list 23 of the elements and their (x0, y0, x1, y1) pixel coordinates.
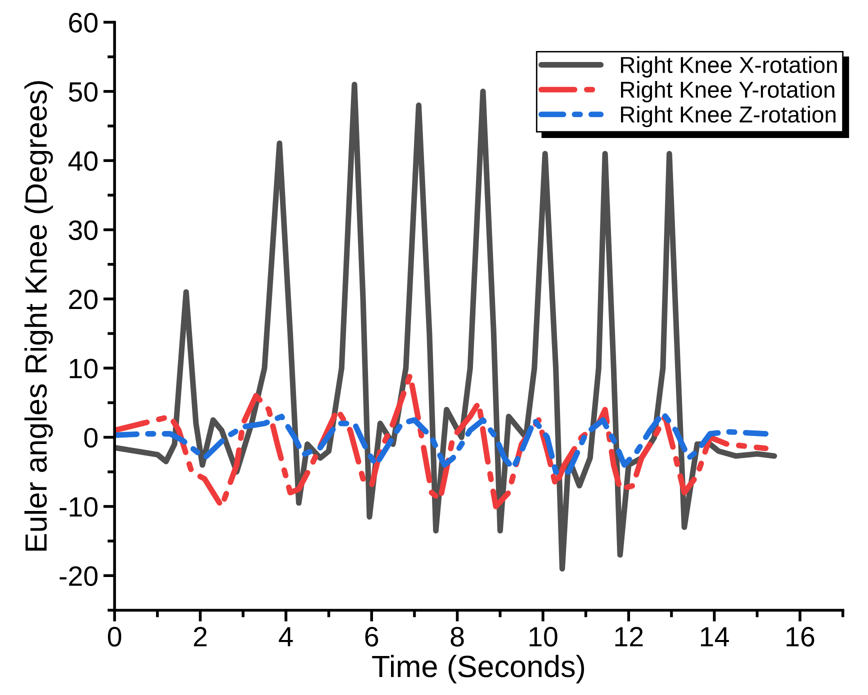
y-tick-label: 60 (69, 12, 98, 33)
y-tick-label: 40 (68, 151, 98, 171)
x-tick-label: 0 (108, 626, 122, 647)
x-tick-label: 10 (530, 626, 558, 647)
x-tick-label: 8 (450, 626, 464, 647)
x-tick-label: 16 (786, 626, 814, 647)
y-tick-label: -10 (60, 497, 98, 517)
y-tick-label: 50 (68, 82, 98, 102)
x-tick-label: 14 (700, 627, 729, 646)
x-tick-label: 4 (278, 627, 293, 646)
y-tick-label: 30 (68, 220, 98, 240)
x-tick-label: 2 (194, 626, 207, 646)
y-tick-label: -20 (60, 566, 98, 586)
x-tick-label: 12 (615, 626, 643, 646)
x-tick-label: 6 (365, 626, 378, 647)
x-axis-title: Time (Seconds) (372, 654, 584, 684)
legend-label: Right Knee X-rotation (621, 56, 837, 78)
y-tick-label: 0 (84, 428, 98, 448)
legend-label: Right Knee Y-rotation (621, 81, 834, 102)
legend-label: Right Knee Z-rotation (621, 106, 836, 128)
y-axis-title: Euler angles Right Knee (Degrees) (24, 81, 53, 551)
y-tick-label: 20 (69, 290, 98, 310)
y-tick-label: 10 (70, 358, 98, 378)
